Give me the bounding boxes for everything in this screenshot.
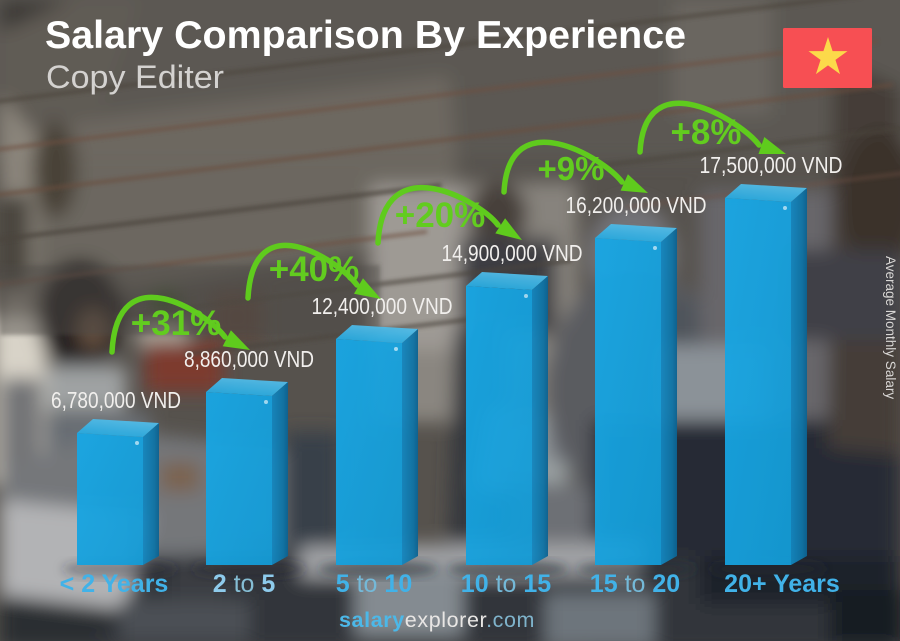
svg-text:15 to 20: 15 to 20 bbox=[590, 570, 680, 598]
svg-text:< 2 Years: < 2 Years bbox=[60, 570, 169, 598]
svg-text:+9%: +9% bbox=[538, 150, 605, 187]
svg-text:10 to 15: 10 to 15 bbox=[461, 570, 551, 598]
svg-text:+8%: +8% bbox=[670, 113, 741, 152]
svg-text:2 to 5: 2 to 5 bbox=[213, 570, 276, 598]
svg-text:5 to 10: 5 to 10 bbox=[336, 570, 412, 598]
svg-text:16,200,000 VND: 16,200,000 VND bbox=[566, 192, 707, 218]
svg-text:+31%: +31% bbox=[131, 304, 222, 343]
svg-text:Copy Editer: Copy Editer bbox=[46, 59, 224, 95]
svg-text:12,400,000 VND: 12,400,000 VND bbox=[312, 293, 453, 319]
svg-text:+40%: +40% bbox=[269, 250, 360, 289]
svg-text:+20%: +20% bbox=[395, 196, 486, 235]
svg-text:17,500,000 VND: 17,500,000 VND bbox=[700, 152, 843, 178]
svg-text:8,860,000 VND: 8,860,000 VND bbox=[184, 346, 314, 372]
svg-text:20+ Years: 20+ Years bbox=[724, 570, 840, 598]
svg-text:salaryexplorer.com: salaryexplorer.com bbox=[339, 608, 535, 632]
svg-text:6,780,000 VND: 6,780,000 VND bbox=[51, 387, 181, 413]
svg-text:14,900,000 VND: 14,900,000 VND bbox=[442, 240, 583, 266]
svg-text:Salary Comparison By Experienc: Salary Comparison By Experience bbox=[45, 14, 686, 57]
svg-text:Average Monthly Salary: Average Monthly Salary bbox=[883, 256, 898, 399]
